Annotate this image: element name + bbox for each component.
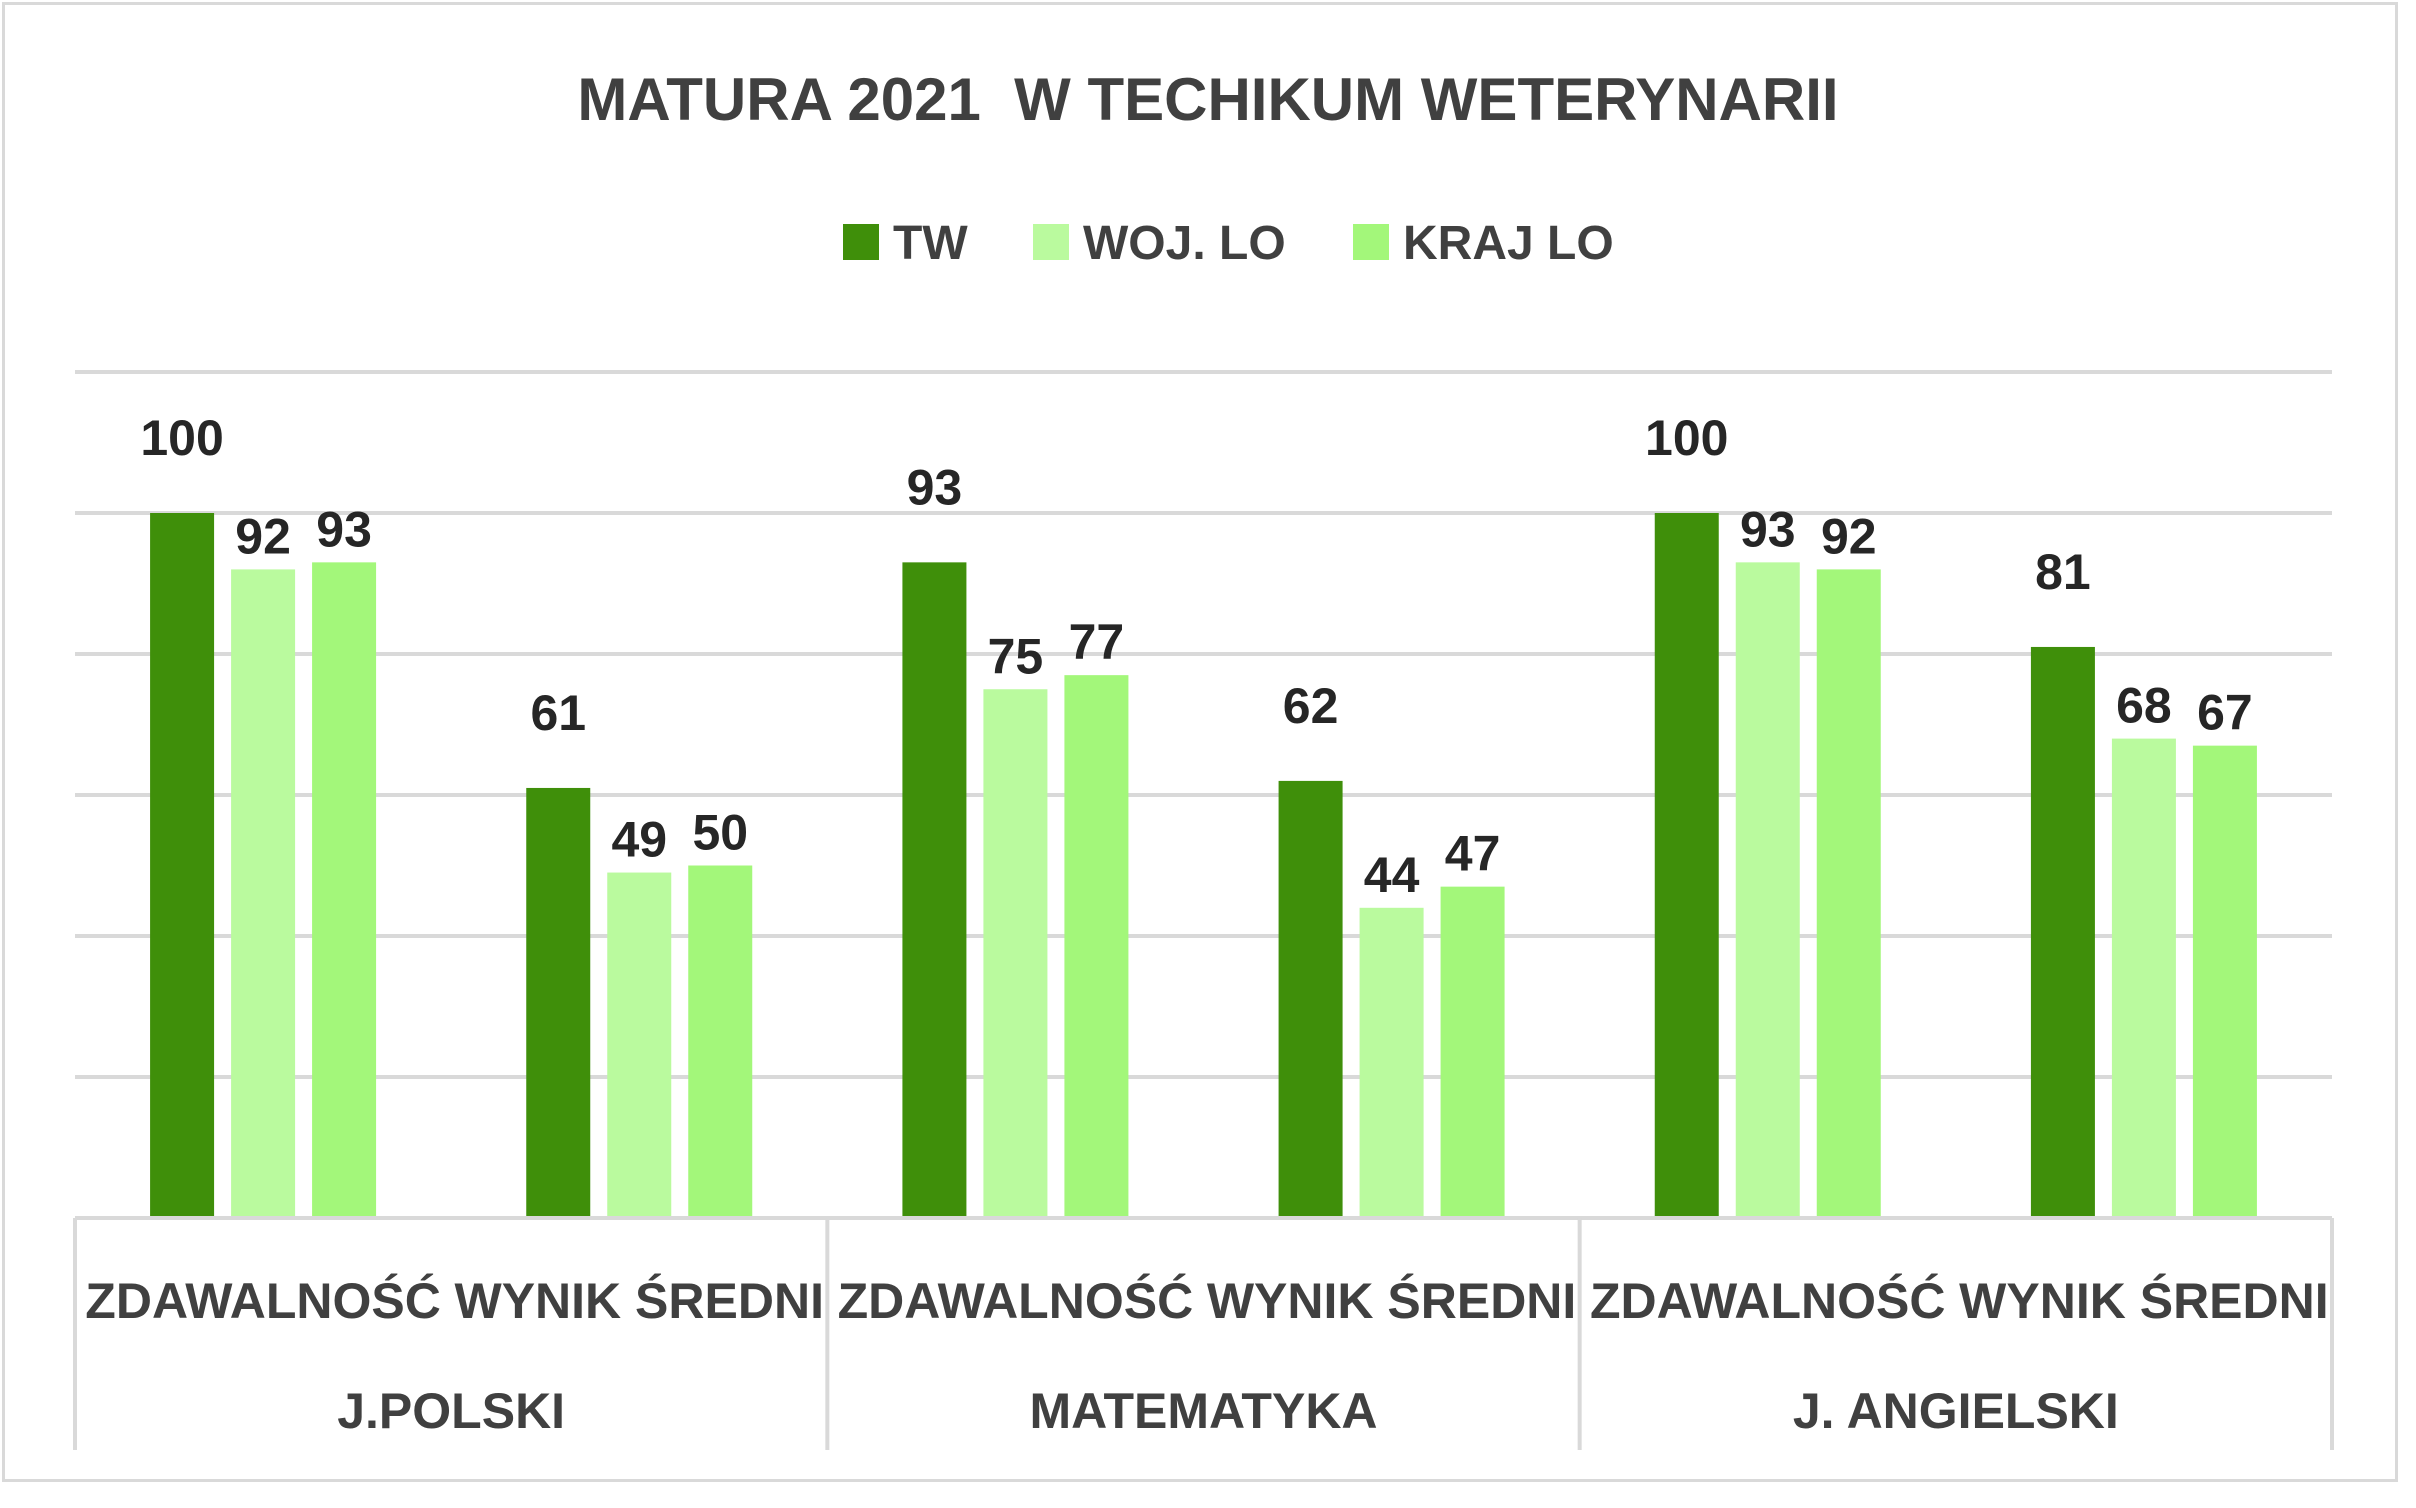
category-label: WYNIK ŚREDNI [1959, 1273, 2328, 1329]
bars [150, 513, 2257, 1218]
bar [231, 569, 296, 1218]
group-label: MATEMATYKA [1029, 1383, 1377, 1439]
data-label: 100 [140, 410, 223, 466]
bar [150, 513, 215, 1218]
category-label: ZDAWALNOŚĆ [85, 1273, 441, 1329]
legend-swatch [1033, 224, 1069, 260]
data-label: 100 [1645, 410, 1728, 466]
data-label: 77 [1069, 614, 1125, 670]
legend-label: WOJ. LO [1083, 217, 1286, 270]
bar [1278, 780, 1343, 1218]
bar [1359, 907, 1424, 1218]
category-axis: J.POLSKI MATEMATYKA J. ANGIELSKI ZDAWALNOŚĆ… [73, 1216, 2334, 1450]
bar [1735, 562, 1800, 1218]
chart-title: MATURA 2021 W TECHIKUM WETERYNARII [577, 66, 1838, 133]
data-label: 67 [2197, 685, 2253, 741]
bar [312, 562, 377, 1218]
data-label: 49 [611, 812, 667, 868]
data-label: 92 [1821, 508, 1877, 564]
data-label: 93 [1740, 501, 1796, 557]
bar [902, 562, 967, 1218]
data-label: 93 [907, 459, 963, 515]
legend-swatch [1353, 224, 1389, 260]
legend-swatch [843, 224, 879, 260]
data-label: 68 [2116, 678, 2172, 734]
bar [1816, 569, 1881, 1218]
gridlines [75, 370, 2332, 1079]
category-label: ZDAWALNOŚĆ [1590, 1273, 1946, 1329]
category-label: WYNIK ŚREDNI [455, 1273, 824, 1329]
bar [2192, 745, 2257, 1218]
bar [1654, 513, 1719, 1218]
group-label: J. ANGIELSKI [1793, 1383, 2119, 1439]
bar [1440, 886, 1505, 1218]
bar [1064, 675, 1129, 1218]
chart-frame [2, 2, 2398, 1482]
data-label: 47 [1445, 826, 1501, 882]
legend: TW WOJ. LO KRAJ LO [843, 217, 1614, 270]
legend-label: TW [893, 217, 968, 270]
data-label: 81 [2035, 544, 2091, 600]
bar [607, 872, 672, 1218]
data-label: 50 [692, 805, 748, 861]
data-label: 75 [988, 628, 1044, 684]
category-label: WYNIK ŚREDNI [1207, 1273, 1576, 1329]
category-label: ZDAWALNOŚĆ [838, 1273, 1194, 1329]
bar [526, 787, 591, 1218]
bar [2111, 738, 2176, 1218]
bar [2030, 646, 2095, 1218]
legend-label: KRAJ LO [1403, 217, 1614, 270]
data-label: 92 [235, 508, 291, 564]
data-label: 44 [1364, 847, 1420, 903]
data-label: 61 [530, 685, 586, 741]
group-label: J.POLSKI [337, 1383, 565, 1439]
data-label: 93 [316, 501, 372, 557]
bar [983, 689, 1048, 1218]
data-label: 62 [1283, 678, 1339, 734]
bar [688, 865, 753, 1218]
